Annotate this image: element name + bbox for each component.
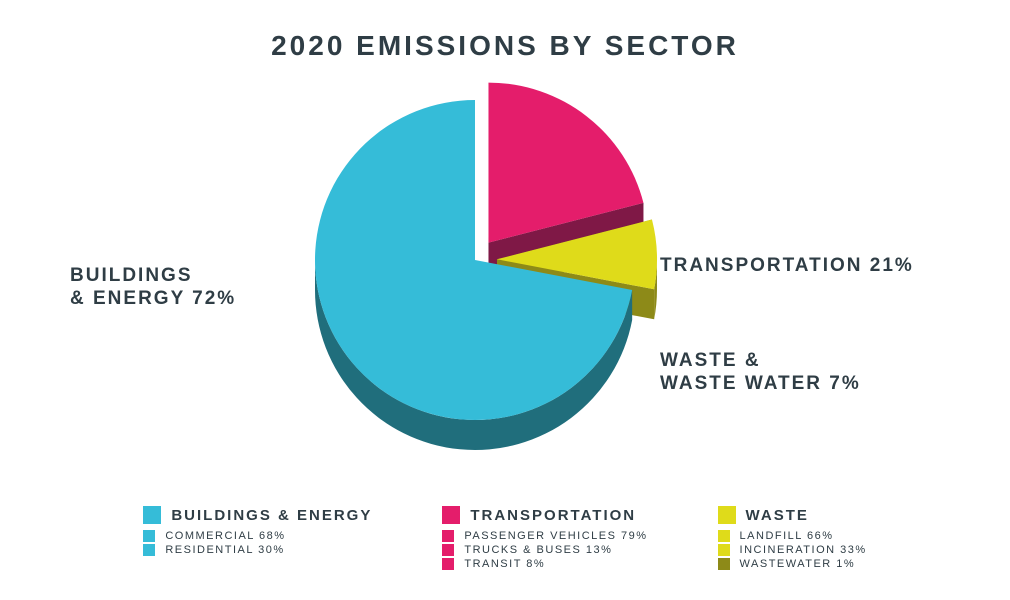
legend-item: LANDFILL 66% <box>718 530 867 542</box>
legend-item: TRUCKS & BUSES 13% <box>442 544 647 556</box>
legend-swatch <box>442 530 454 542</box>
legend-group-title: WASTE <box>746 507 809 524</box>
legend-item: TRANSIT 8% <box>442 558 647 570</box>
chart-title: 2020 EMISSIONS BY SECTOR <box>0 30 1010 62</box>
legend-item: INCINERATION 33% <box>718 544 867 556</box>
slice-label-transportation: TRANSPORTATION 21% <box>660 255 914 278</box>
legend-group-2: WASTE LANDFILL 66% INCINERATION 33% WASTEWA… <box>718 506 867 572</box>
legend-item-label: RESIDENTIAL 30% <box>165 544 284 556</box>
pie-chart <box>305 80 705 460</box>
legend-item-label: PASSENGER VEHICLES 79% <box>464 530 647 542</box>
legend-swatch <box>718 530 730 542</box>
legend-item-label: LANDFILL 66% <box>740 530 834 542</box>
legend-group-1: TRANSPORTATION PASSENGER VEHICLES 79% TRUC… <box>442 506 647 572</box>
legend-item: RESIDENTIAL 30% <box>143 544 372 556</box>
legend-item-label: COMMERCIAL 68% <box>165 530 285 542</box>
legend-group-title: BUILDINGS & ENERGY <box>171 507 372 524</box>
legend-group-header: WASTE <box>718 506 867 524</box>
legend-swatch <box>718 544 730 556</box>
legend: BUILDINGS & ENERGY COMMERCIAL 68% RESIDENT… <box>0 506 1010 572</box>
legend-group-header: BUILDINGS & ENERGY <box>143 506 372 524</box>
slice-label-waste: WASTE &WASTE WATER 7% <box>660 350 861 396</box>
legend-swatch <box>718 506 736 524</box>
slice-label-buildings: BUILDINGS& ENERGY 72% <box>70 265 236 311</box>
legend-swatch <box>143 506 161 524</box>
legend-item: PASSENGER VEHICLES 79% <box>442 530 647 542</box>
legend-swatch <box>718 558 730 570</box>
legend-group-header: TRANSPORTATION <box>442 506 647 524</box>
legend-swatch <box>442 506 460 524</box>
legend-item: WASTEWATER 1% <box>718 558 867 570</box>
legend-swatch <box>442 558 454 570</box>
legend-item-label: TRUCKS & BUSES 13% <box>464 544 612 556</box>
legend-item-label: WASTEWATER 1% <box>740 558 856 570</box>
pie-chart-area: TRANSPORTATION 21% WASTE &WASTE WATER 7% B… <box>0 80 1010 460</box>
legend-swatch <box>442 544 454 556</box>
legend-swatch <box>143 544 155 556</box>
legend-group-title: TRANSPORTATION <box>470 507 636 524</box>
legend-item: COMMERCIAL 68% <box>143 530 372 542</box>
legend-item-label: TRANSIT 8% <box>464 558 545 570</box>
legend-group-0: BUILDINGS & ENERGY COMMERCIAL 68% RESIDENT… <box>143 506 372 572</box>
legend-swatch <box>143 530 155 542</box>
legend-item-label: INCINERATION 33% <box>740 544 867 556</box>
